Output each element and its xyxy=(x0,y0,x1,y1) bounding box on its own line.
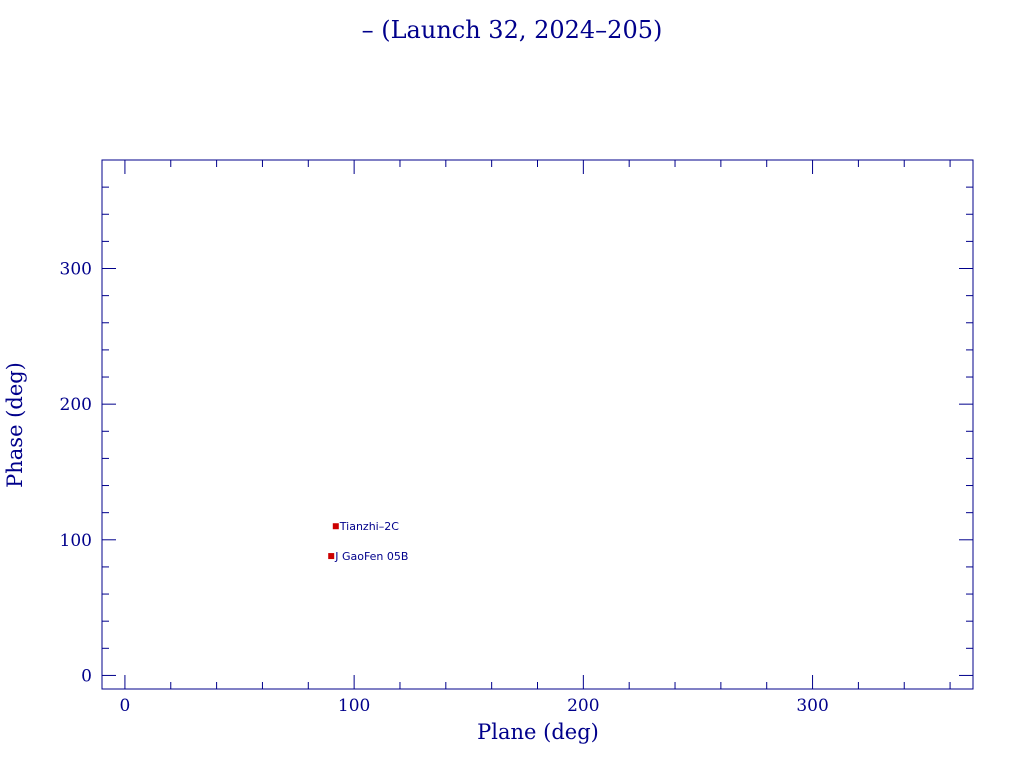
data-point-label: Tianzhi–2C xyxy=(339,520,399,533)
tick-labels: 0 100 200 300 0 100 200 300 xyxy=(60,260,829,716)
y-tick-label: 100 xyxy=(60,531,92,551)
y-tick-label: 300 xyxy=(60,260,92,280)
x-tick-label: 300 xyxy=(796,696,828,716)
y-axis-label: Phase (deg) xyxy=(3,362,27,488)
data-point-marker xyxy=(328,553,335,560)
data-point-label: J GaoFen 05B xyxy=(334,550,408,563)
plot-frame xyxy=(101,159,974,690)
x-tick-label: 0 xyxy=(120,696,131,716)
data-points: Tianzhi–2C J GaoFen 05B xyxy=(328,520,408,563)
y-tick-label: 200 xyxy=(60,395,92,415)
x-tick-label: 100 xyxy=(338,696,370,716)
axis-ticks xyxy=(102,159,973,689)
x-axis-label: Plane (deg) xyxy=(477,720,599,744)
chart-title: – (Launch 32, 2024–205) xyxy=(362,16,663,44)
x-tick-label: 200 xyxy=(567,696,599,716)
y-tick-label: 0 xyxy=(81,666,92,686)
data-point-marker xyxy=(332,523,339,530)
